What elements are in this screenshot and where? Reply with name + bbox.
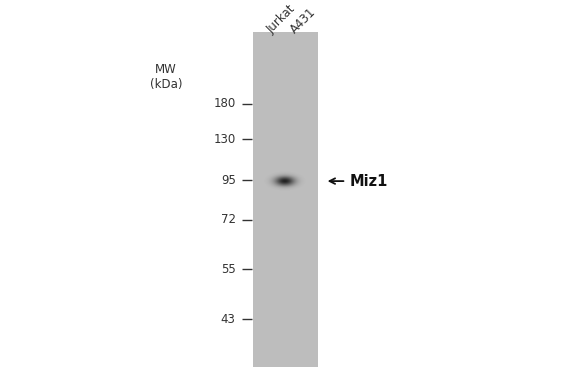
Text: 95: 95: [221, 174, 236, 187]
Text: 130: 130: [214, 133, 236, 146]
Text: Miz1: Miz1: [349, 174, 388, 189]
Text: 43: 43: [221, 313, 236, 326]
Text: 55: 55: [221, 263, 236, 276]
Text: Jurkat: Jurkat: [265, 3, 299, 36]
Text: 180: 180: [214, 98, 236, 110]
Text: 72: 72: [221, 213, 236, 226]
Text: MW
(kDa): MW (kDa): [150, 63, 182, 91]
Text: A431: A431: [288, 6, 319, 36]
